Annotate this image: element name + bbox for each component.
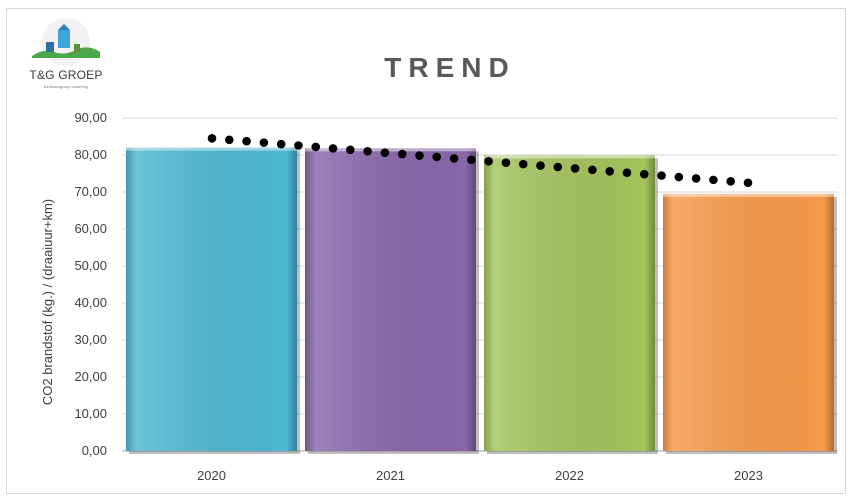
bar-highlight [663,193,834,197]
trendline-dot [432,152,442,162]
bar-highlight [484,155,655,159]
bar-2023 [663,193,837,454]
y-tick-label: 80,00 [74,147,107,162]
trendline-dot [328,144,338,153]
trendline-dot [397,149,407,159]
bar-bevel [126,147,297,451]
bar-bevel [663,193,834,451]
trendline-dot [691,174,701,183]
x-axis-ticks: 2020 2021 2022 2023 [197,468,763,483]
bar-highlight [305,148,476,152]
y-tick-label: 20,00 [74,369,107,384]
x-tick-label: 2023 [734,468,763,483]
y-tick-label: 30,00 [74,332,107,347]
bars [126,147,837,454]
trendline-dot [639,169,649,179]
trendline-dot [726,177,736,186]
y-tick-label: 70,00 [74,184,107,199]
trendline-dot [207,134,217,143]
y-tick-label: 0,00 [82,443,107,458]
trendline-dot [449,154,459,163]
trendline-dot [605,166,614,176]
logo-mark [32,18,100,66]
trendline-dot [294,141,303,150]
logo-tagline: tuinbouwgroep onderling [44,84,88,89]
y-tick-label: 90,00 [74,110,107,125]
x-tick-label: 2020 [197,468,226,483]
chart-title: TREND [384,52,516,83]
trendline-dot [415,151,424,160]
trendline-dot [536,161,545,170]
trendline-dot [518,159,528,169]
trendline-dot [276,139,286,149]
trendline-dot [674,172,684,182]
trendline-dot [467,155,476,165]
x-tick-label: 2022 [555,468,584,483]
trendline-dot [242,136,251,146]
y-tick-label: 40,00 [74,295,107,310]
y-axis-title: CO2 brandstof (kg.) / (draaiuur+km) [40,199,55,405]
trendline-dot [709,175,718,185]
company-logo: T&G GROEP tuinbouwgroep onderling [18,18,114,92]
trendline-dot [553,162,563,172]
trendline-dot [346,145,355,155]
trendline-dot [743,178,753,188]
logo-text: T&G GROEP [29,68,103,82]
bar-highlight [126,147,297,151]
y-tick-label: 60,00 [74,221,107,236]
trendline-dot [501,158,511,167]
y-tick-label: 50,00 [74,258,107,273]
trendline [207,134,753,188]
trendline-dot [484,156,493,166]
trendline-dot [588,165,597,175]
y-tick-label: 10,00 [74,406,107,421]
trendline-dot [363,146,372,156]
trendline-dot [311,142,321,152]
trendline-dot [570,164,580,173]
trendline-dot [380,148,390,157]
bar-bevel [484,155,655,451]
bar-2022 [484,155,658,454]
y-axis-ticks: 0,00 10,00 20,00 30,00 40,00 50,00 60,00 70,00 8… [74,110,107,458]
bar-2021 [305,148,479,454]
x-tick-label: 2021 [376,468,405,483]
trendline-dot [224,135,234,145]
bar-2020 [126,147,300,454]
trendline-dot [657,171,666,180]
bar-bevel [305,148,476,451]
trendline-dot [259,138,269,147]
trendline-dot [622,168,632,178]
